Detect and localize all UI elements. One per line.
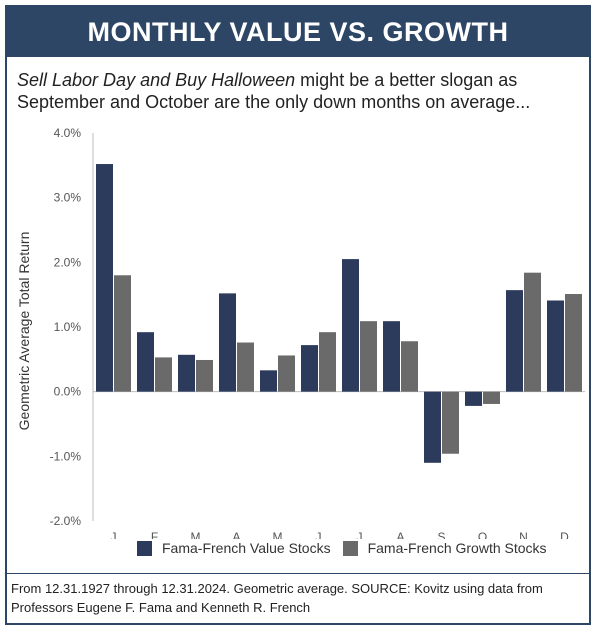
bar-growth (114, 275, 131, 392)
x-tick-label: O (478, 530, 487, 539)
footer-divider (7, 573, 589, 574)
x-tick-label: J (357, 530, 363, 539)
legend-swatch-value (137, 540, 152, 556)
bar-value (465, 391, 482, 406)
legend-label-value: Fama-French Value Stocks (162, 540, 331, 556)
y-tick-label: -1.0% (50, 449, 82, 463)
bar-growth (483, 391, 500, 404)
bar-value (178, 354, 195, 392)
chart-title: MONTHLY VALUE VS. GROWTH (87, 16, 509, 47)
bar-growth (360, 321, 377, 392)
x-tick-label: D (560, 530, 569, 539)
x-tick-label: N (519, 530, 528, 539)
bar-growth (524, 272, 541, 392)
chart-bars (96, 164, 582, 463)
chart-header: MONTHLY VALUE VS. GROWTH (7, 7, 589, 57)
x-tick-label: M (273, 530, 283, 539)
y-tick-label: -2.0% (50, 514, 82, 528)
chart-subtitle: Sell Labor Day and Buy Halloween might b… (17, 69, 582, 113)
bar-value (424, 391, 441, 463)
x-tick-label: J (316, 530, 322, 539)
bar-growth (196, 359, 213, 392)
chart-axes (92, 133, 585, 521)
chart-labels: 4.0% 3.0% 2.0% 1.0% 0.0% -1.0% -2.0% Geometric … (16, 126, 569, 539)
chart-legend: Fama-French Value Stocks Fama-French Gro… (137, 540, 547, 556)
subtitle-text: might be a better slogan as September an… (17, 70, 531, 112)
bar-chart: 4.0% 3.0% 2.0% 1.0% 0.0% -1.0% -2.0% Geometric … (16, 126, 585, 539)
bar-value (137, 332, 154, 392)
bar-growth (401, 341, 418, 392)
bar-value (96, 164, 113, 392)
legend-swatch-growth (342, 540, 358, 556)
x-tick-label: J (111, 530, 117, 539)
x-tick-label: A (396, 530, 404, 539)
chart-footnote: From 12.31.1927 through 12.31.2024. Geom… (11, 581, 543, 615)
x-tick-label: M (191, 530, 201, 539)
y-axis-title: Geometric Average Total Return (16, 232, 32, 431)
bar-value (301, 345, 318, 392)
bar-growth (565, 294, 582, 392)
bar-value (506, 290, 523, 392)
chart-panel: MONTHLY VALUE VS. GROWTH Sell Labor Day … (5, 5, 591, 625)
bar-growth (319, 332, 336, 392)
bar-growth (155, 357, 172, 392)
bar-value (547, 300, 564, 392)
subtitle-slogan: Sell Labor Day and Buy Halloween (17, 70, 296, 90)
y-tick-label: 4.0% (54, 126, 82, 140)
bar-growth (278, 355, 295, 392)
bar-value (219, 293, 236, 392)
bar-growth (442, 391, 459, 454)
x-tick-label: A (232, 530, 240, 539)
y-tick-label: 3.0% (54, 191, 82, 205)
legend-item-growth: Fama-French Growth Stocks (342, 540, 547, 556)
bar-growth (237, 342, 254, 392)
y-tick-label: 2.0% (54, 255, 82, 269)
x-tick-label: S (437, 530, 445, 539)
legend-label-growth: Fama-French Growth Stocks (367, 540, 547, 556)
bar-value (342, 259, 359, 392)
x-tick-label: F (151, 530, 158, 539)
legend-item-value: Fama-French Value Stocks (137, 540, 331, 556)
y-tick-label: 1.0% (54, 320, 82, 334)
bar-value (383, 321, 400, 392)
y-tick-label: 0.0% (54, 385, 82, 399)
bar-value (260, 370, 277, 392)
